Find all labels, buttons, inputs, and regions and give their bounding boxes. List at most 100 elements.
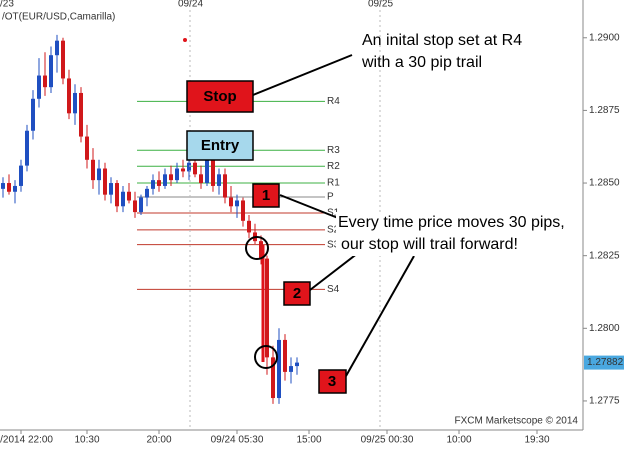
- candle-body: [151, 180, 155, 189]
- candle-body: [1, 183, 5, 189]
- marker-label: 3: [328, 373, 336, 390]
- stop-box: [186, 80, 254, 113]
- candle-body: [187, 162, 191, 172]
- watermark: FXCM Marketscope © 2014: [454, 416, 578, 427]
- candle-body: [181, 168, 185, 172]
- pivot-label: S4: [327, 284, 340, 295]
- candle-body: [31, 98, 35, 131]
- candle-body: [127, 191, 131, 201]
- pivot-label: S2: [327, 224, 340, 235]
- x-tick-label: 15:00: [296, 435, 321, 446]
- note-text: with a 30 pip trail: [361, 54, 482, 71]
- pivot-label: S3: [327, 239, 340, 250]
- candle-body: [211, 153, 215, 186]
- pointer: [345, 255, 415, 377]
- candle-body: [199, 174, 203, 184]
- candle-body: [163, 174, 167, 186]
- candle-body: [91, 159, 95, 181]
- candle-body: [157, 180, 161, 186]
- marker-label: 2: [293, 285, 301, 302]
- candle-body: [133, 200, 137, 213]
- y-tick-label: 1.2875: [589, 105, 620, 116]
- marker-dot: [183, 38, 187, 42]
- highlight-circle: [245, 236, 269, 260]
- y-tick-label: 1.2800: [589, 323, 620, 334]
- top-date-label: 09/25: [368, 0, 393, 10]
- candle-body: [25, 130, 29, 166]
- candle-body: [97, 168, 101, 181]
- chart-title: /OT(EUR/USD,Camarilla): [2, 12, 115, 23]
- candle-body: [193, 162, 197, 175]
- last-price-tag: [584, 355, 624, 370]
- candle-body: [247, 220, 251, 233]
- top-date-label: /23: [0, 0, 14, 10]
- candle-body: [19, 165, 23, 186]
- candle-body: [49, 55, 53, 88]
- candle-body: [109, 183, 113, 195]
- pivot-label: R4: [327, 96, 340, 107]
- y-tick-label: 1.2900: [589, 32, 620, 43]
- x-tick-label: 10:30: [74, 435, 99, 446]
- candle-body: [235, 200, 239, 207]
- candle-body: [229, 197, 233, 207]
- candle-body: [277, 339, 281, 399]
- candle-body: [43, 75, 47, 88]
- x-tick-label: 09/25 00:30: [361, 435, 414, 446]
- candle-body: [145, 188, 149, 198]
- candle-body: [37, 75, 41, 99]
- pointer: [252, 54, 353, 96]
- candle-body: [13, 185, 17, 192]
- candle-body: [121, 191, 125, 207]
- y-tick-label: 1.2775: [589, 396, 620, 407]
- candle-body: [67, 78, 71, 114]
- candle-body: [55, 40, 59, 56]
- candle-body: [259, 241, 263, 259]
- candle-body: [139, 197, 143, 213]
- pointer: [309, 252, 359, 291]
- candle-body: [115, 183, 119, 207]
- candle-body: [295, 362, 299, 367]
- marker-box: [283, 281, 311, 306]
- candle-body: [217, 174, 221, 186]
- candle-body: [241, 200, 245, 221]
- y-tick-label: 1.2825: [589, 250, 620, 261]
- annotations: Stop Entry 1 2 3 An inital stop set at R…: [186, 32, 580, 427]
- candle-body: [283, 339, 287, 372]
- candle-body: [169, 174, 173, 181]
- x-tick-label: 20:00: [146, 435, 171, 446]
- marker-box: [318, 369, 347, 394]
- x-tick-label: 22/2014 22:00: [0, 435, 53, 446]
- pivot-label: R1: [327, 178, 340, 189]
- pivot-label: R3: [327, 145, 340, 156]
- x-tick-label: 19:30: [524, 435, 549, 446]
- candle-body: [103, 168, 107, 195]
- y-tick-label: 1.2850: [589, 178, 620, 189]
- candle-body: [223, 174, 227, 198]
- candle-body: [289, 366, 293, 372]
- entry-label: Entry: [201, 137, 240, 154]
- candle-body: [7, 183, 11, 192]
- candle-body: [205, 153, 209, 184]
- x-tick-label: 09/24 05:30: [211, 435, 264, 446]
- pivot-label: R2: [327, 161, 340, 172]
- stop-label: Stop: [203, 88, 236, 105]
- note-text: Every time price moves 30 pips,: [338, 214, 565, 231]
- entry-box: [186, 130, 254, 161]
- pivot-label: P: [327, 192, 334, 203]
- note-text: our stop will trail forward!: [341, 236, 518, 253]
- last-price-label: 1.27882: [587, 357, 624, 368]
- plot-area: 1.2775 1.2800 1.2825 1.2850 1.2875 1.2900 22/2…: [0, 32, 620, 445]
- highlight-circle: [254, 345, 278, 369]
- candle-body: [271, 357, 275, 399]
- x-tick-label: 10:00: [446, 435, 471, 446]
- candle-body: [61, 40, 65, 79]
- candle-body: [85, 136, 89, 160]
- pointer: [279, 194, 339, 219]
- candle-body: [175, 168, 179, 181]
- candle-body: [73, 92, 77, 114]
- candle-body: [79, 92, 83, 137]
- marker-label: 1: [262, 187, 270, 204]
- top-date-label: 09/24: [178, 0, 203, 10]
- candle-body: [265, 258, 269, 358]
